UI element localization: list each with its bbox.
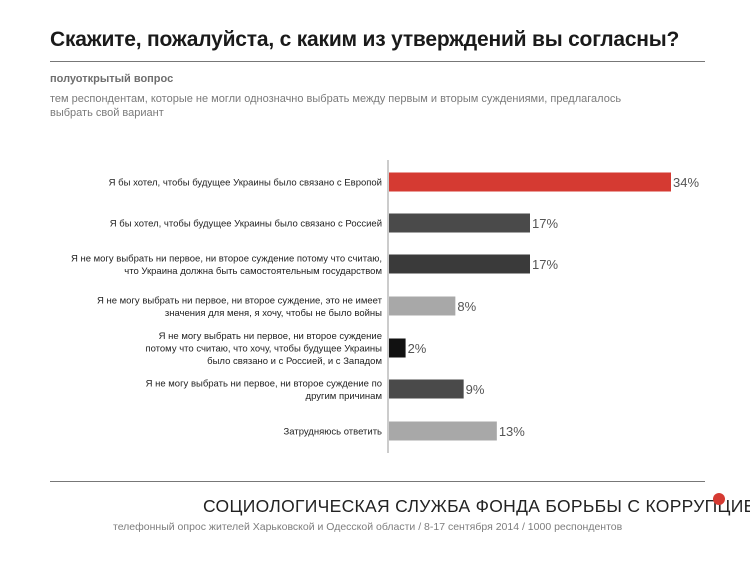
brand-name: СОЦИОЛОГИЧЕСКАЯ СЛУЖБА ФОНДА БОРЬБЫ С КО… bbox=[203, 496, 750, 516]
value-label-7: 13% bbox=[499, 424, 525, 439]
category-label-line: что Украина должна быть самостоятельным … bbox=[124, 266, 382, 277]
value-label-1: 34% bbox=[673, 175, 699, 190]
value-label-2: 17% bbox=[532, 216, 558, 231]
category-label-line: Я не могу выбрать ни первое, ни второе с… bbox=[159, 331, 382, 342]
category-label-2: Я бы хотел, чтобы будущее Украины было с… bbox=[110, 219, 382, 230]
chart-title: Скажите, пожалуйста, с каким из утвержде… bbox=[50, 28, 680, 51]
brand-dot-icon bbox=[713, 493, 725, 505]
category-label-line: Я не могу выбрать ни первое, ни второе с… bbox=[97, 295, 383, 306]
category-label-line: потому что считаю, что хочу, чтобы будущ… bbox=[145, 344, 382, 355]
category-label-line: значения для меня, я хочу, чтобы не было… bbox=[165, 308, 382, 319]
bar-5 bbox=[389, 338, 406, 358]
category-label-line: другим причинам bbox=[306, 391, 382, 402]
category-label-7: Затрудняюсь ответить bbox=[284, 427, 383, 438]
bar-7 bbox=[389, 421, 497, 441]
bar-3 bbox=[389, 254, 530, 274]
category-label-line: Я бы хотел, чтобы будущее Украины было с… bbox=[110, 219, 382, 230]
category-label-6: Я не могу выбрать ни первое, ни второе с… bbox=[146, 378, 382, 402]
category-label-3: Я не могу выбрать ни первое, ни второе с… bbox=[71, 253, 382, 277]
survey-source: телефонный опрос жителей Харьковской и О… bbox=[113, 521, 623, 533]
bar-1 bbox=[389, 172, 671, 192]
category-label-line: Я не могу выбрать ни первое, ни второе с… bbox=[146, 378, 382, 389]
category-label-1: Я бы хотел, чтобы будущее Украины было с… bbox=[109, 178, 382, 189]
category-label-line: было связано и с Россией, и с Западом bbox=[207, 356, 382, 367]
value-label-4: 8% bbox=[457, 299, 476, 314]
bar-4 bbox=[389, 296, 456, 316]
bar-chart: 34% Я бы хотел, чтобы будущее Украины был… bbox=[71, 160, 699, 453]
category-label-5: Я не могу выбрать ни первое, ни второе с… bbox=[145, 331, 382, 367]
bar-6 bbox=[389, 379, 464, 399]
category-label-4: Я не могу выбрать ни первое, ни второе с… bbox=[97, 295, 383, 319]
value-label-5: 2% bbox=[408, 341, 427, 356]
title-divider bbox=[50, 61, 705, 62]
question-type: полуоткрытый вопрос bbox=[50, 73, 174, 85]
category-label-line: Затрудняюсь ответить bbox=[284, 427, 383, 438]
value-label-3: 17% bbox=[532, 257, 558, 272]
bar-2 bbox=[389, 213, 530, 233]
category-label-line: Я бы хотел, чтобы будущее Украины было с… bbox=[109, 178, 382, 189]
question-note: тем респондентам, которые не могли одноз… bbox=[50, 93, 622, 119]
category-label-line: Я не могу выбрать ни первое, ни второе с… bbox=[71, 253, 382, 264]
value-label-6: 9% bbox=[466, 382, 485, 397]
footer-divider bbox=[50, 481, 705, 482]
